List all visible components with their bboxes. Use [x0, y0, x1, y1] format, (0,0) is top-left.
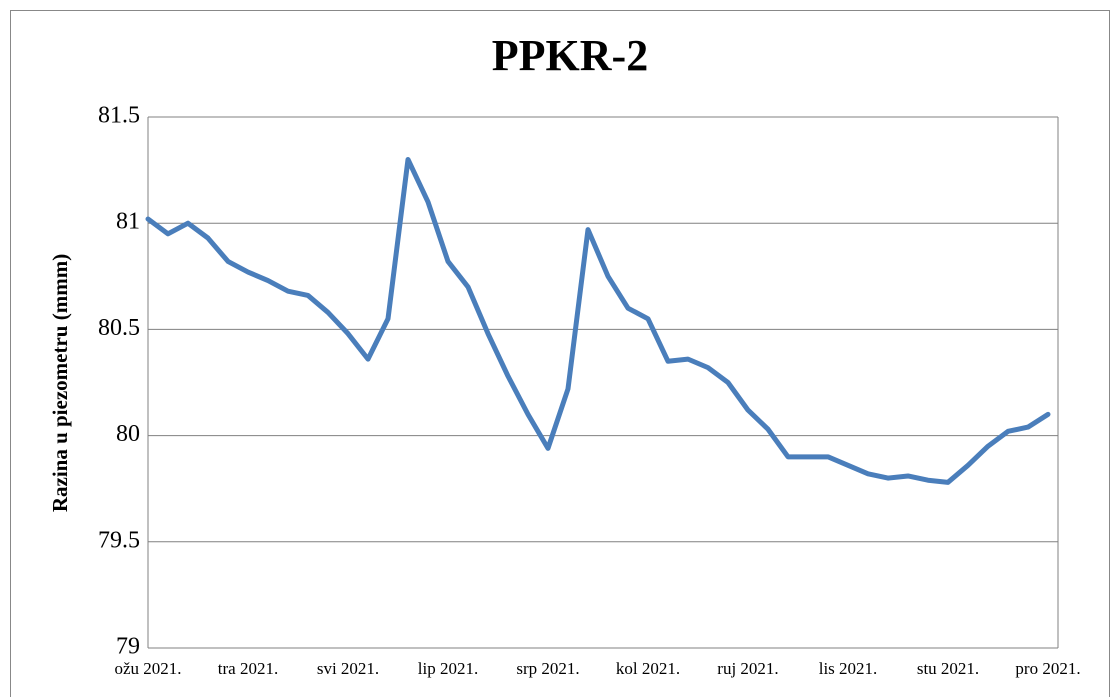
y-tick-label: 81	[116, 209, 140, 235]
x-tick-label: ruj 2021.	[717, 659, 778, 678]
x-tick-label: tra 2021.	[218, 659, 278, 678]
y-axis-label: Razina u piezometru (mmm)	[48, 254, 72, 512]
x-tick-label: ožu 2021.	[114, 659, 181, 678]
x-tick-label: stu 2021.	[917, 659, 979, 678]
y-tick-label: 79	[116, 634, 140, 660]
x-tick-label: pro 2021.	[1015, 659, 1080, 678]
x-tick-label: lip 2021.	[418, 659, 478, 678]
x-tick-label: srp 2021.	[516, 659, 579, 678]
y-tick-label: 80	[116, 421, 140, 447]
chart-frame	[10, 10, 1110, 697]
x-tick-label: kol 2021.	[616, 659, 680, 678]
y-tick-label: 80.5	[98, 315, 140, 341]
x-tick-label: lis 2021.	[819, 659, 878, 678]
chart-title: PPKR-2	[492, 31, 648, 80]
x-tick-label: svi 2021.	[317, 659, 379, 678]
data-line	[145, 156, 1051, 485]
y-tick-label: 79.5	[98, 527, 140, 553]
y-tick-label: 81.5	[98, 103, 140, 129]
